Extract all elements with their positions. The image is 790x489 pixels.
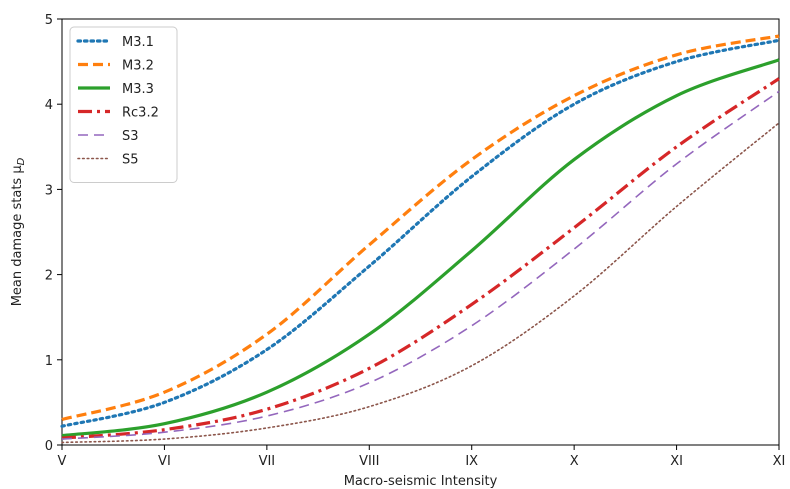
legend-label: S5 <box>122 153 139 168</box>
y-axis-ticks: 0 1 2 3 4 5 <box>45 13 62 454</box>
y-tick-label: 0 <box>45 439 53 454</box>
series-line-s5 <box>61 122 780 444</box>
x-tick-label: IX <box>465 454 478 469</box>
x-tick-label: VI <box>158 454 171 469</box>
legend-label: M3.2 <box>122 59 154 74</box>
x-axis-label: Macro-seismic Intensity <box>344 474 498 489</box>
legend: M3.1 M3.2 M3.3 Rc3.2 S3 S5 <box>69 26 178 183</box>
series-line-m3-1 <box>60 38 781 428</box>
x-tick-label: X <box>570 454 579 469</box>
x-axis-ticks: V VI VII VIII IX X XI XI <box>58 445 786 469</box>
plot-frame <box>61 18 780 446</box>
legend-label: M3.3 <box>122 82 154 97</box>
x-tick-label: V <box>58 454 67 469</box>
plot-area <box>61 18 780 446</box>
x-tick-label: XI <box>773 454 786 469</box>
x-tick-label: VIII <box>359 454 379 469</box>
x-tick-label: XI <box>670 454 683 469</box>
legend-label: Rc3.2 <box>122 106 159 121</box>
y-tick-label: 1 <box>45 354 53 369</box>
x-tick-label: VII <box>259 454 276 469</box>
series-line-m3-2 <box>61 34 780 421</box>
series-layer <box>60 34 781 444</box>
y-tick-label: 4 <box>45 98 53 113</box>
y-tick-label: 2 <box>45 269 53 284</box>
y-tick-label: 5 <box>45 13 53 28</box>
series-line-s3 <box>61 90 780 440</box>
legend-label: S3 <box>122 129 139 144</box>
series-line-m3-3 <box>61 58 780 438</box>
series-line-rc3-2 <box>61 77 780 440</box>
y-axis-label: Mean damage stats μD <box>10 157 27 306</box>
y-tick-label: 3 <box>45 183 53 198</box>
legend-label: M3.1 <box>122 35 154 50</box>
